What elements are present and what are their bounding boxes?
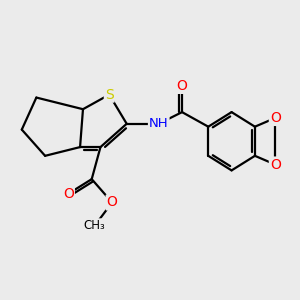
Text: O: O <box>107 196 118 209</box>
Text: O: O <box>270 158 281 172</box>
Text: S: S <box>105 88 114 102</box>
Text: O: O <box>63 187 74 201</box>
Text: O: O <box>177 79 188 93</box>
Text: CH₃: CH₃ <box>84 219 106 232</box>
Text: NH: NH <box>149 117 169 130</box>
Text: O: O <box>270 111 281 125</box>
